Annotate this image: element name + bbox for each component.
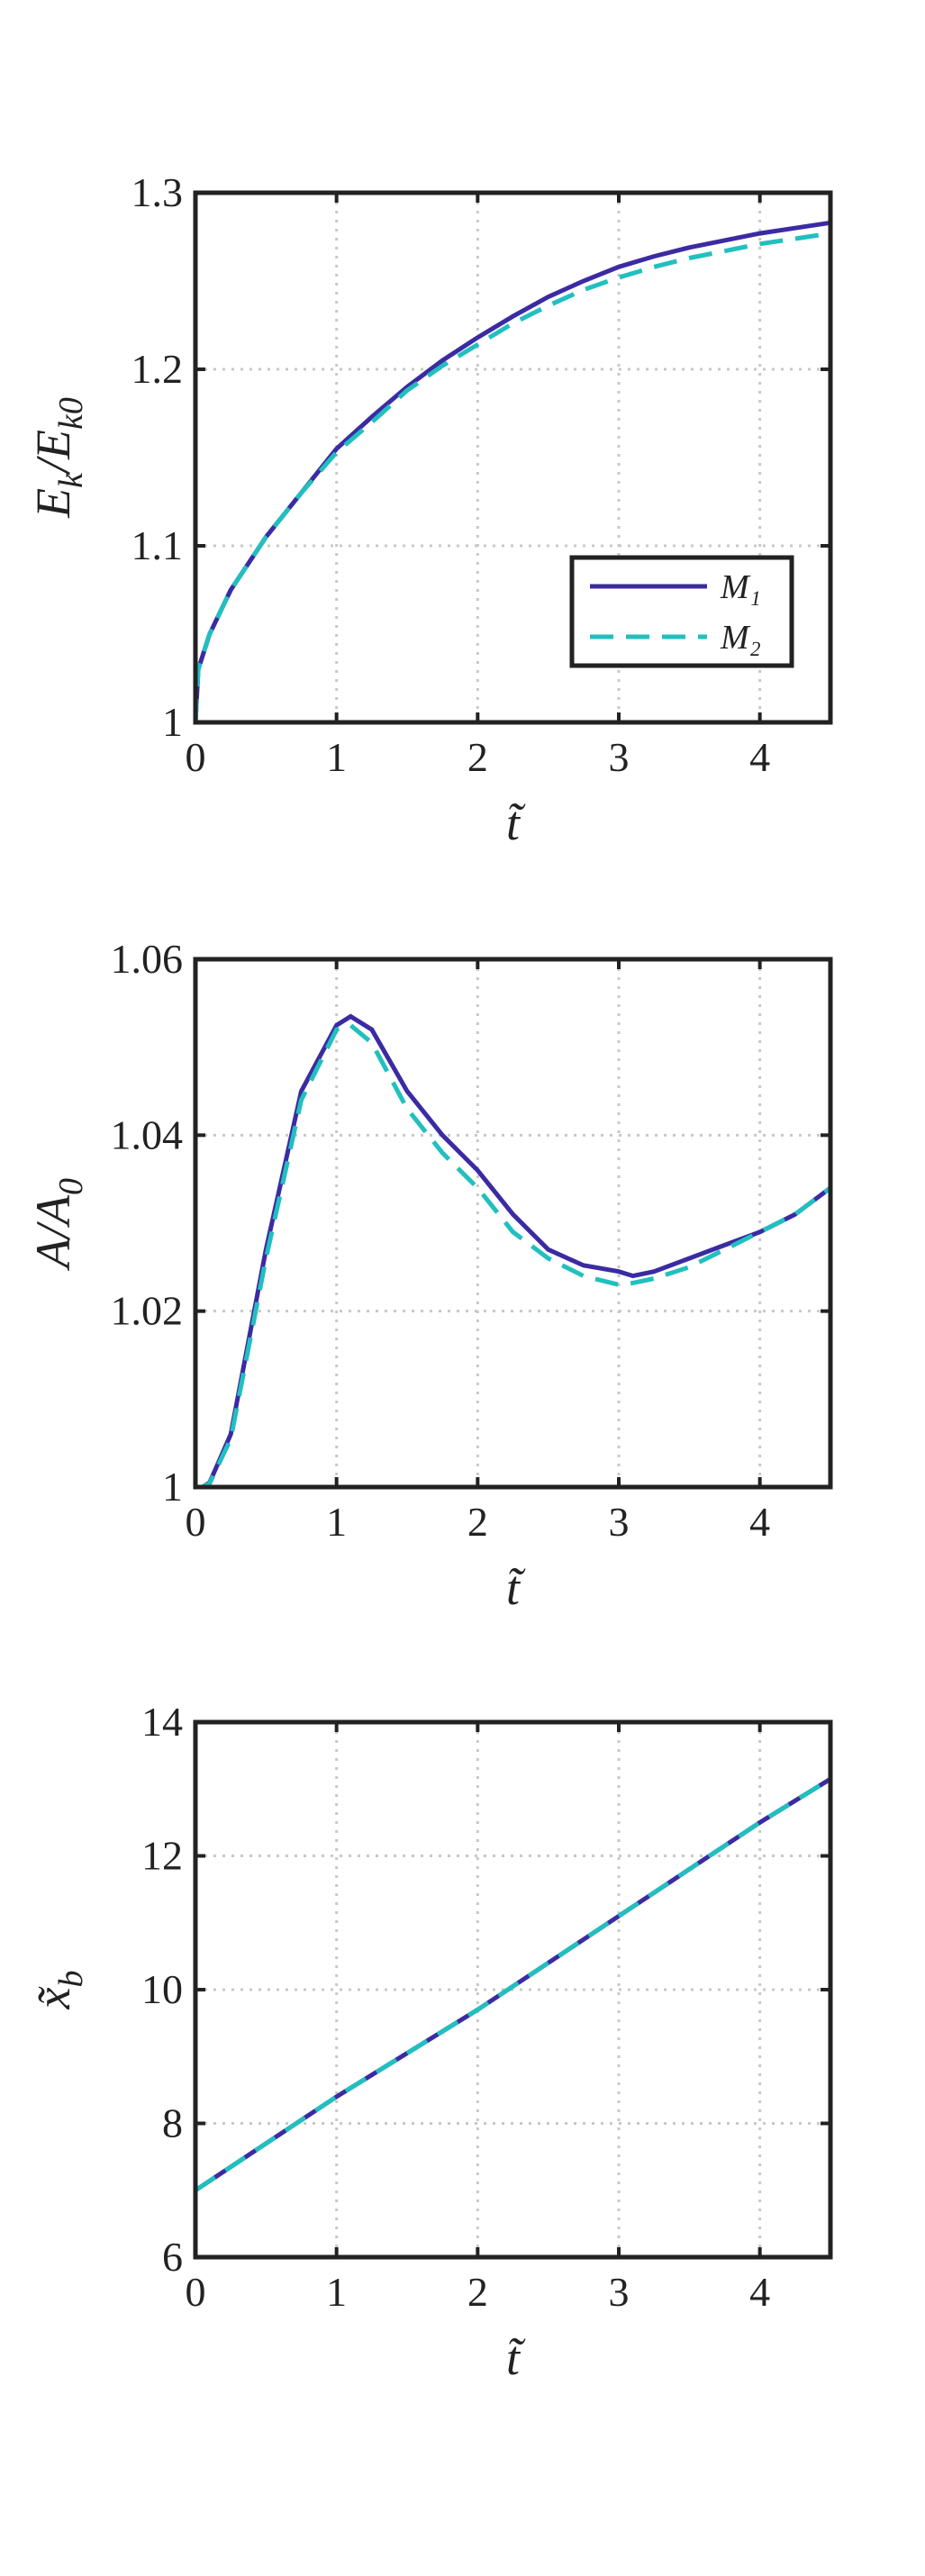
series-line bbox=[195, 1022, 832, 1490]
x-tick-label: 2 bbox=[467, 1499, 488, 1545]
axes-frame bbox=[193, 1719, 833, 2260]
x-tick-label: 4 bbox=[749, 734, 770, 780]
y-tick-label: 14 bbox=[141, 1699, 183, 1745]
x-tick-label: 1 bbox=[326, 734, 347, 780]
x-tick-label: 1 bbox=[326, 2269, 347, 2315]
axes-frame bbox=[193, 190, 833, 725]
x-tick-label: 3 bbox=[609, 734, 630, 780]
label-part: A/A bbox=[26, 1194, 80, 1271]
y-tick-label: 12 bbox=[141, 1833, 183, 1879]
label-part: b bbox=[52, 1971, 90, 1988]
label-part: x̃ bbox=[26, 1986, 80, 2010]
x-tick-label: 2 bbox=[467, 2269, 488, 2315]
x-tick-label: 0 bbox=[186, 734, 206, 780]
y-axis-label: A/A0 bbox=[26, 1178, 90, 1271]
label-part: k bbox=[52, 472, 90, 488]
legend-label: M₁ bbox=[720, 568, 761, 606]
series-line bbox=[194, 1776, 832, 2192]
label-part: /E bbox=[26, 430, 80, 476]
x-tick-label: 3 bbox=[609, 2269, 630, 2315]
y-axis-label: Ek/Ek0 bbox=[26, 397, 90, 519]
series-line bbox=[193, 231, 831, 723]
x-tick-label: 0 bbox=[186, 2269, 206, 2315]
y-tick-label: 6 bbox=[162, 2234, 183, 2280]
x-tick-label: 4 bbox=[749, 2269, 770, 2315]
x-axis-label: t̃ bbox=[506, 2331, 526, 2385]
y-tick-label: 1.04 bbox=[111, 1111, 184, 1157]
y-axis-label: x̃b bbox=[26, 1971, 90, 2010]
label-part: k0 bbox=[52, 397, 90, 430]
y-tick-label: 10 bbox=[141, 1966, 183, 2012]
legend-label: M₂ bbox=[720, 619, 761, 657]
x-tick-label: 1 bbox=[326, 1499, 347, 1545]
x-axis-label: t̃ bbox=[506, 1561, 526, 1615]
label-part: E bbox=[26, 488, 80, 519]
legend: M₁ M₂ bbox=[569, 555, 794, 668]
y-tick-label: 8 bbox=[162, 2100, 183, 2146]
x-tick-label: 3 bbox=[609, 1499, 630, 1545]
axes: 0 1 2 3 411.021.041.06t̃A/A0 bbox=[26, 936, 833, 1615]
y-tick-label: 1.06 bbox=[111, 936, 184, 982]
x-axis-label: t̃ bbox=[506, 796, 526, 850]
y-tick-label: 1.2 bbox=[131, 346, 184, 392]
x-tick-label: 4 bbox=[749, 1499, 770, 1545]
y-tick-label: 1.3 bbox=[131, 169, 184, 215]
plot-area bbox=[195, 959, 830, 1487]
axes-frame bbox=[193, 957, 833, 1490]
label-part: 0 bbox=[52, 1178, 90, 1195]
y-tick-label: 1.1 bbox=[131, 522, 184, 568]
x-tick-label: 2 bbox=[467, 734, 488, 780]
legend-box bbox=[569, 555, 794, 668]
y-tick-label: 1.02 bbox=[111, 1288, 184, 1334]
x-tick-label: 0 bbox=[186, 1499, 206, 1545]
y-tick-label: 1 bbox=[162, 699, 183, 745]
y-tick-label: 1 bbox=[162, 1464, 183, 1510]
